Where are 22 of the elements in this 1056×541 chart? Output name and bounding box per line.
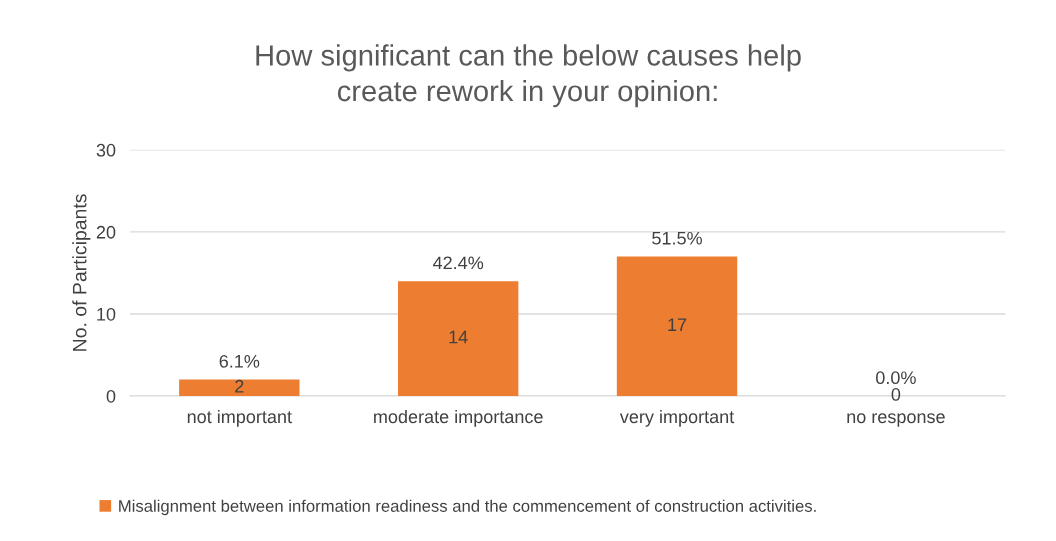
annotation: 0.0% — [876, 371, 916, 385]
data-label: 17 — [668, 318, 687, 331]
data-label: 2 — [235, 379, 244, 393]
y-tick-label: 0 — [106, 389, 116, 403]
y-tick-label: 20 — [96, 225, 116, 239]
y-tick-label: 10 — [97, 307, 116, 321]
x-tick-label: no response — [847, 413, 945, 427]
annotation: 42.4% — [432, 256, 484, 270]
legend-label: Misalignment between information readiness and the commencement of construction activities. — [119, 499, 816, 516]
x-tick-label: very important — [619, 409, 735, 427]
x-tick-label: not important — [187, 409, 292, 427]
y-tick-label: 30 — [96, 143, 116, 157]
data-label: 14 — [449, 330, 468, 344]
y-axis-title: No. of Participants — [72, 194, 91, 351]
bar — [179, 379, 300, 397]
data-label: 0 — [891, 388, 901, 401]
bar — [616, 256, 738, 397]
chart-title: How significant can the below causes help create rework in your opinion: — [256, 44, 801, 108]
annotation: 51.5% — [652, 231, 702, 245]
annotation: 6.1% — [219, 354, 260, 368]
bar — [397, 281, 519, 397]
x-tick-label: moderate importance — [374, 409, 543, 427]
